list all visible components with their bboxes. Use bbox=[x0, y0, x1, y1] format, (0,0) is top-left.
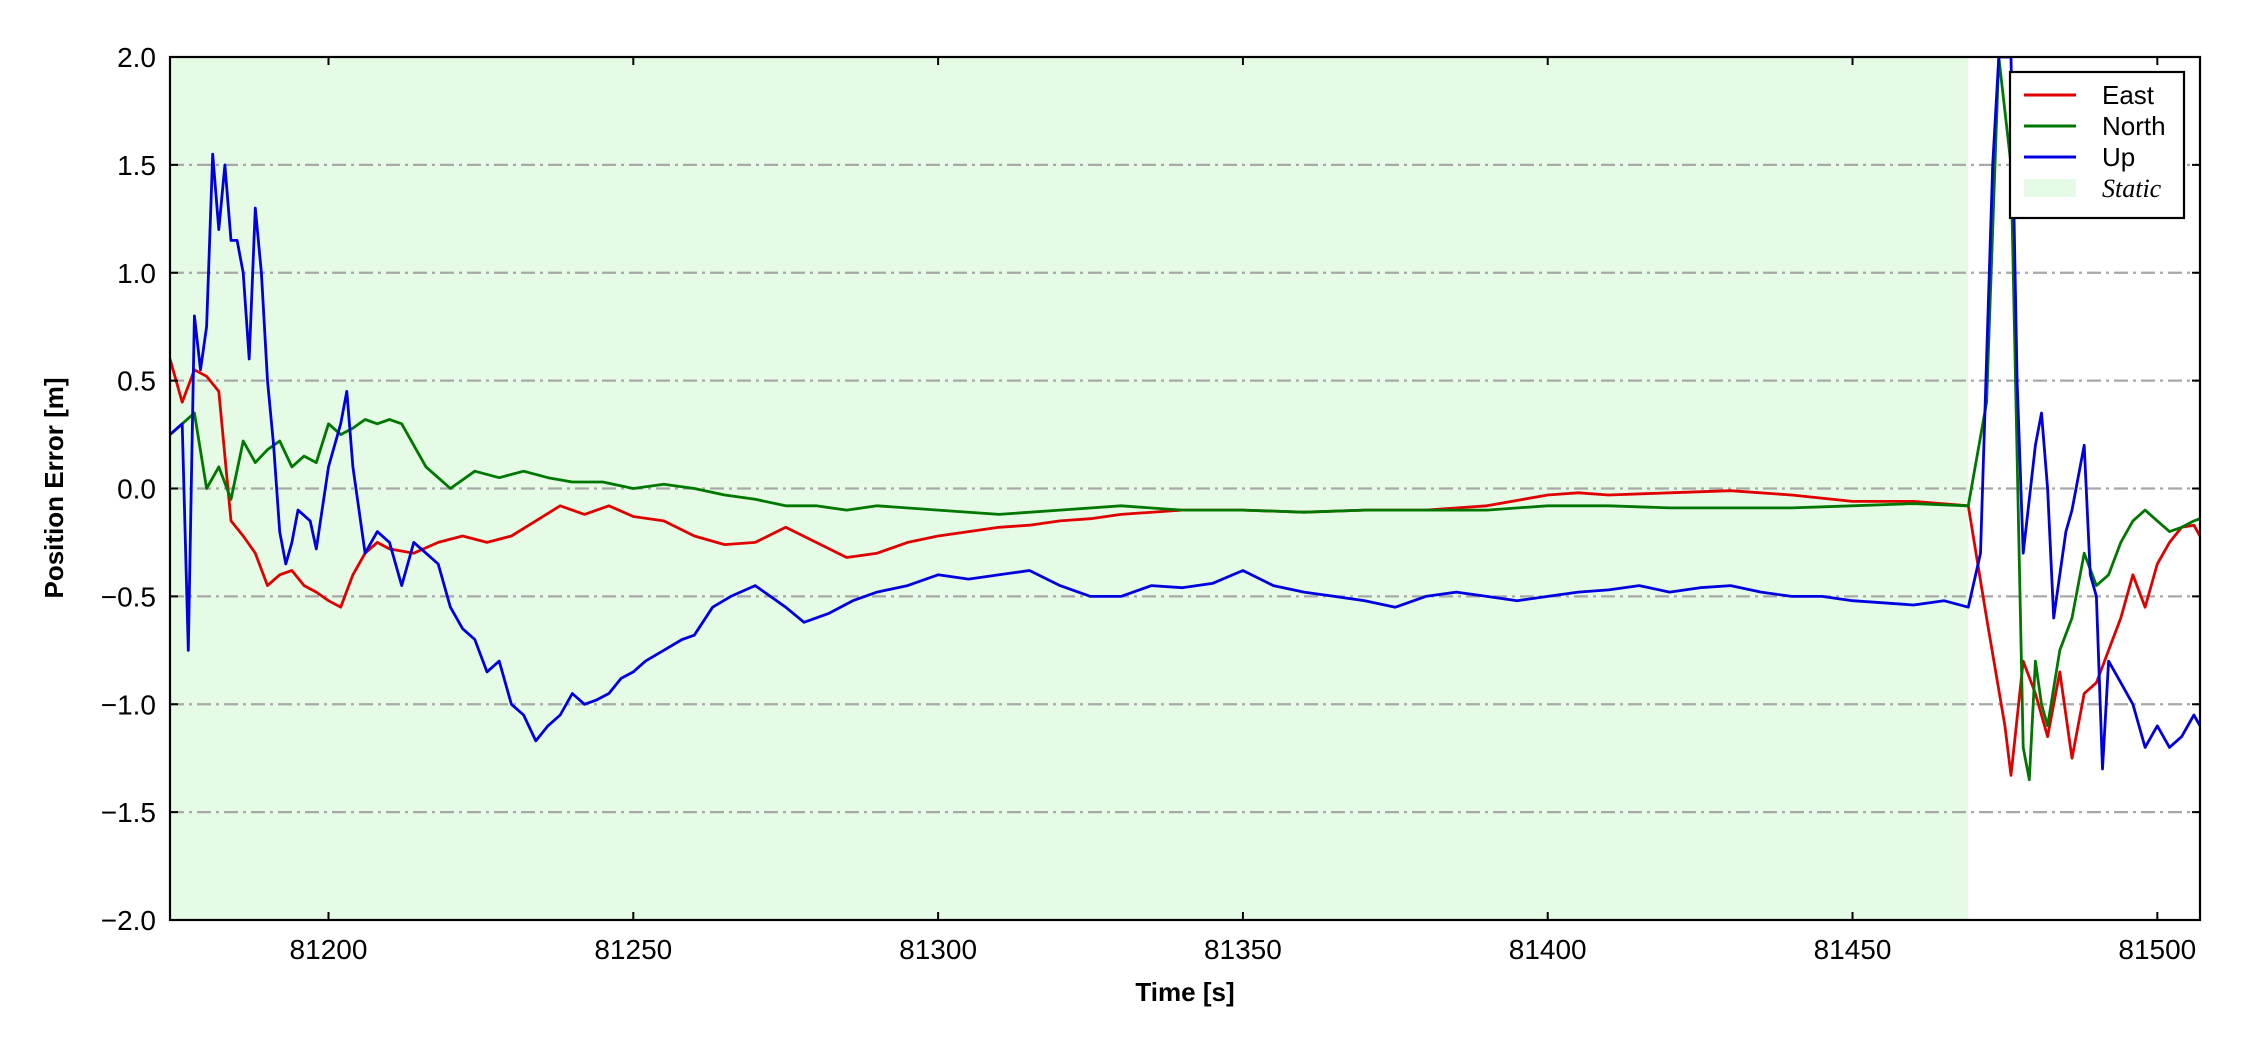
x-tick-label: 81500 bbox=[2118, 934, 2196, 965]
y-tick-label: −2.0 bbox=[101, 905, 156, 936]
y-tick-label: 0.5 bbox=[117, 366, 156, 397]
y-tick-label: −0.5 bbox=[101, 581, 156, 612]
legend-label-north: North bbox=[2102, 111, 2166, 141]
y-tick-label: −1.0 bbox=[101, 689, 156, 720]
series-line-north bbox=[170, 57, 2200, 782]
x-tick-label: 81250 bbox=[594, 934, 672, 965]
series-lines bbox=[170, 57, 2200, 782]
y-tick-label: 1.0 bbox=[117, 258, 156, 289]
x-tick-label: 81350 bbox=[1204, 934, 1282, 965]
y-tick-label: 1.5 bbox=[117, 150, 156, 181]
y-tick-label: 0.0 bbox=[117, 474, 156, 505]
y-tick-label: −1.5 bbox=[101, 797, 156, 828]
y-axis-label: Position Error [m] bbox=[39, 377, 69, 598]
y-tick-label: 2.0 bbox=[117, 42, 156, 73]
legend-label-east: East bbox=[2102, 80, 2155, 110]
x-tick-label: 81400 bbox=[1509, 934, 1587, 965]
legend-label-static: Static bbox=[2102, 174, 2162, 203]
x-tick-label: 81300 bbox=[899, 934, 977, 965]
series-line-east bbox=[170, 358, 2200, 777]
x-tick-label: 81450 bbox=[1814, 934, 1892, 965]
legend-label-up: Up bbox=[2102, 142, 2135, 172]
legend-swatch-static bbox=[2024, 179, 2076, 197]
x-tick-label: 81200 bbox=[290, 934, 368, 965]
axis-ticks: 81200 81250 81300 81350 81400 81450 81500 −2.0 −… bbox=[101, 42, 2200, 965]
x-axis-label: Time [s] bbox=[1135, 977, 1234, 1007]
series-line-up bbox=[170, 57, 2200, 771]
